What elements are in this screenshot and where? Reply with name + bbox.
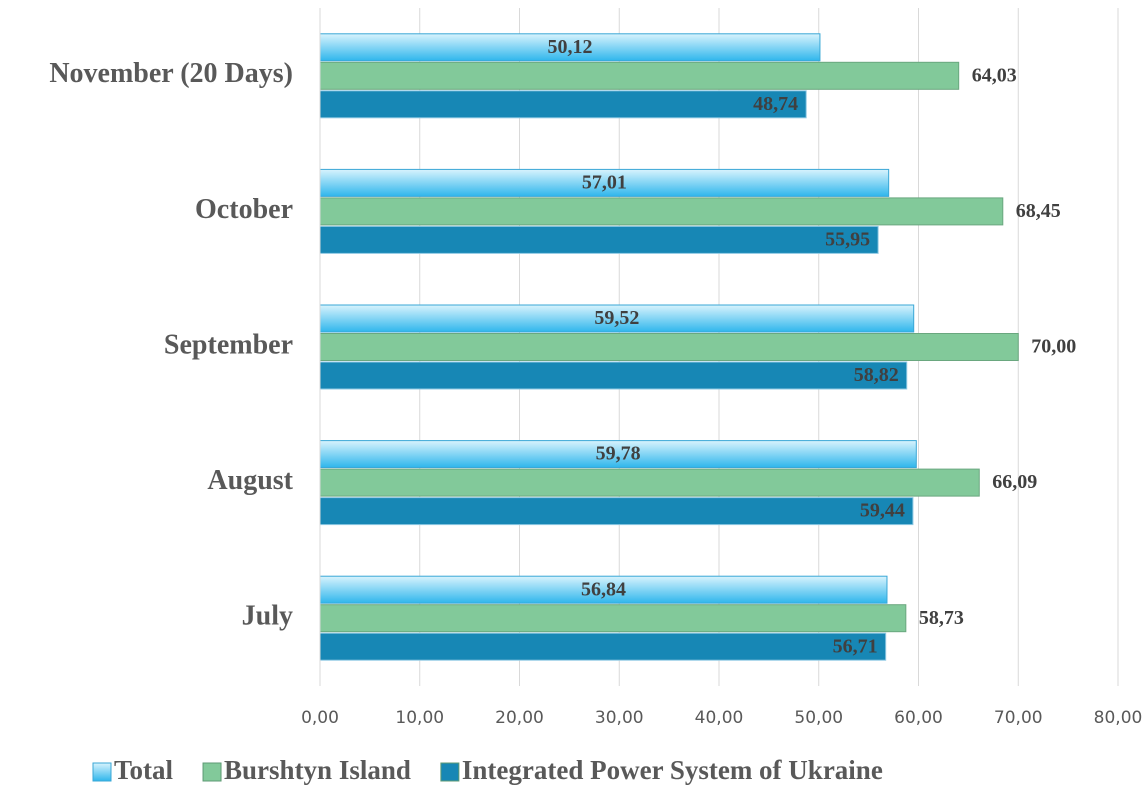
value-label: 59,52 xyxy=(594,307,639,329)
value-label: 50,12 xyxy=(547,36,592,58)
bar xyxy=(319,440,917,469)
bar xyxy=(319,61,960,90)
category-label: October xyxy=(195,194,293,225)
bar xyxy=(319,304,915,333)
x-tick-label: 0,00 xyxy=(301,708,339,728)
x-tick-label: 40,00 xyxy=(695,708,744,728)
value-label: 56,71 xyxy=(833,635,878,657)
bar xyxy=(319,33,821,62)
bar xyxy=(319,197,1004,226)
value-label: 57,01 xyxy=(582,171,627,193)
legend-label: Total xyxy=(114,755,174,785)
value-label: 58,82 xyxy=(854,364,899,386)
x-tick-label: 60,00 xyxy=(894,708,943,728)
legend-swatch xyxy=(202,762,222,782)
category-label: August xyxy=(207,465,293,496)
x-tick-label: 80,00 xyxy=(1094,708,1143,728)
legend-label: Integrated Power System of Ukraine xyxy=(462,755,883,785)
bar xyxy=(319,604,907,633)
bar xyxy=(319,497,914,526)
value-label: 64,03 xyxy=(972,64,1017,86)
value-label: 55,95 xyxy=(825,228,870,250)
legend-label: Burshtyn Island xyxy=(224,755,411,785)
x-tick-label: 70,00 xyxy=(994,708,1043,728)
bar xyxy=(319,361,908,390)
category-label: July xyxy=(242,601,293,632)
x-tick-label: 50,00 xyxy=(794,708,843,728)
value-label: 56,84 xyxy=(581,578,626,600)
value-label: 70,00 xyxy=(1031,336,1076,358)
x-tick-label: 20,00 xyxy=(495,708,544,728)
bar xyxy=(319,632,887,661)
bar xyxy=(319,333,1019,361)
x-tick-label: 30,00 xyxy=(595,708,644,728)
category-label: November (20 Days) xyxy=(49,58,293,89)
legend-swatch xyxy=(92,762,112,782)
x-tick-label: 10,00 xyxy=(395,708,444,728)
value-label: 59,44 xyxy=(860,500,905,522)
value-label: 48,74 xyxy=(753,93,798,115)
bar xyxy=(319,468,980,497)
value-label: 59,78 xyxy=(596,443,641,465)
bar xyxy=(319,575,888,604)
value-label: 66,09 xyxy=(992,471,1037,493)
legend-swatch xyxy=(440,762,460,782)
value-label: 68,45 xyxy=(1016,200,1061,222)
category-label: September xyxy=(164,329,293,360)
value-label: 58,73 xyxy=(919,607,964,629)
bar xyxy=(319,225,879,254)
bar xyxy=(319,90,807,119)
